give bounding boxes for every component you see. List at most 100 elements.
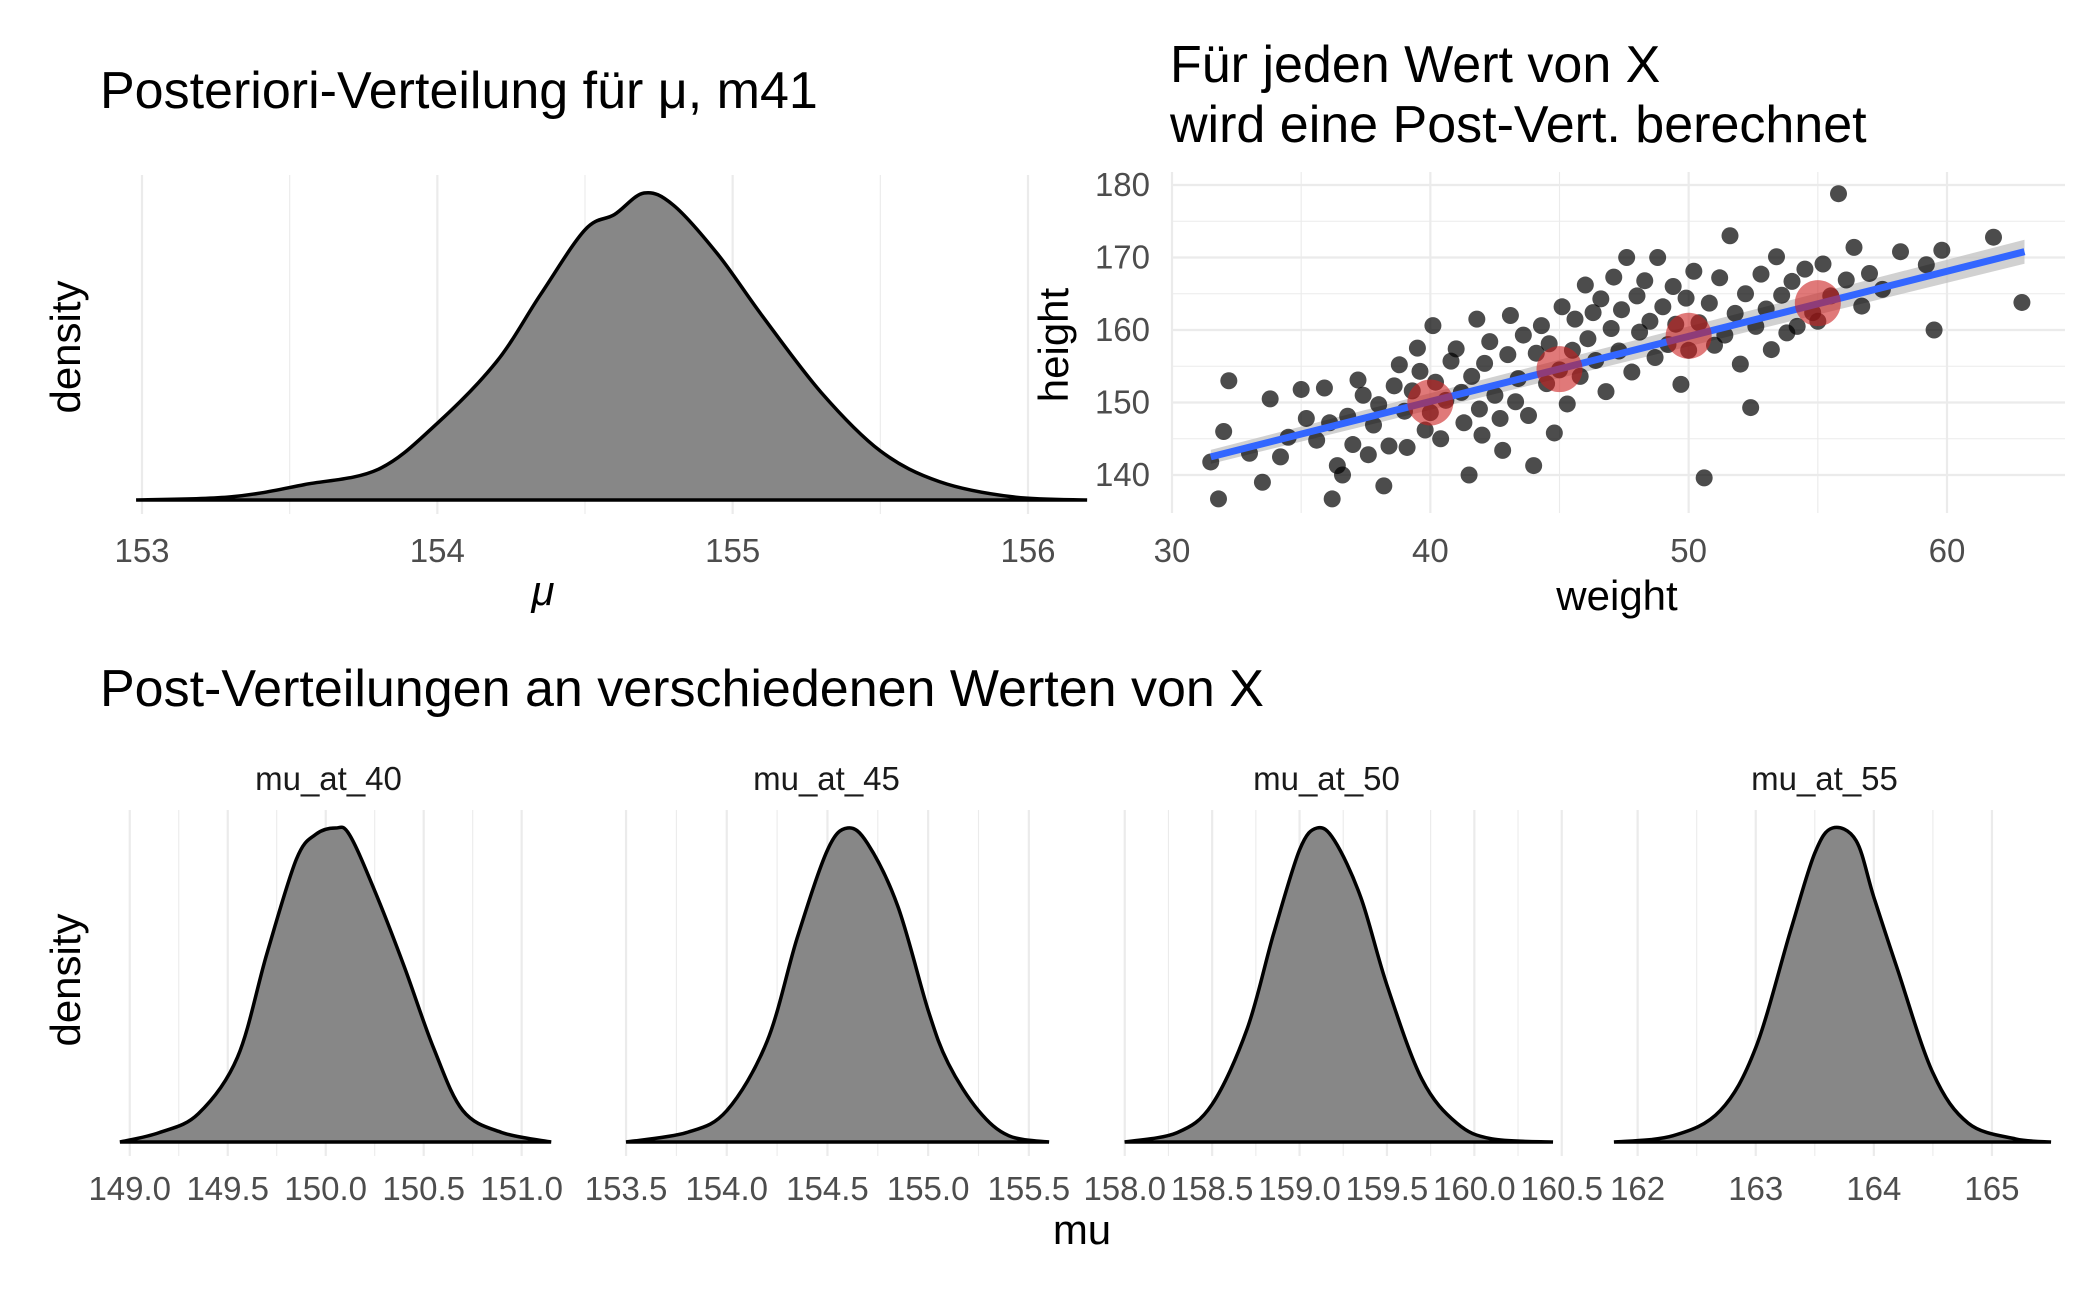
x-tick-label: 40 xyxy=(1412,532,1449,569)
tick-labels: 30 40 50 60 140 150 160 170 180 xyxy=(1095,166,1965,569)
scatter-point xyxy=(1576,276,1594,294)
scatter-point xyxy=(1605,268,1623,286)
x-tick-label: 154.5 xyxy=(786,1170,869,1207)
scatter-point xyxy=(1592,290,1610,308)
scatter-point xyxy=(1359,446,1377,464)
x-tick-label: 160.5 xyxy=(1520,1170,1603,1207)
x-tick-labels: 162 163 164 165 xyxy=(1610,1170,2019,1207)
scatter-point xyxy=(2013,293,2031,311)
y-tick-label: 140 xyxy=(1095,456,1150,493)
density-area xyxy=(1613,825,2052,1144)
y-tick-label: 170 xyxy=(1095,239,1150,276)
x-tick-label: 150.5 xyxy=(382,1170,465,1207)
scatter-point xyxy=(1796,260,1814,278)
scatter-point xyxy=(1553,298,1571,316)
scatter-point xyxy=(1649,249,1667,266)
scatter-point xyxy=(1985,228,2002,246)
facet-strip-label: mu_at_45 xyxy=(753,760,900,797)
scatter-point xyxy=(1711,269,1729,287)
scatter-point xyxy=(1308,431,1326,449)
panel-title: Post-Verteilungen an verschiedenen Werte… xyxy=(100,660,1264,718)
regression-line xyxy=(1209,248,2026,461)
scatter-point xyxy=(1481,333,1499,351)
scatter-point xyxy=(1721,227,1739,245)
scatter-point xyxy=(1654,298,1672,316)
scatter-point xyxy=(1558,395,1576,413)
y-tick-label: 150 xyxy=(1095,384,1150,421)
scatter-point xyxy=(1837,271,1855,289)
scatter-point xyxy=(1297,409,1315,427)
x-tick-label: 60 xyxy=(1929,532,1966,569)
scatter-point xyxy=(1566,310,1584,328)
x-axis-title: weight xyxy=(1555,572,1678,619)
y-tick-label: 180 xyxy=(1095,166,1150,203)
scatter-point xyxy=(1641,312,1659,330)
scatter-point xyxy=(1700,294,1718,312)
y-axis-title: density xyxy=(42,913,89,1046)
scatter-point xyxy=(1726,304,1744,322)
scatter-point xyxy=(1672,375,1690,393)
scatter-point xyxy=(1349,371,1367,389)
scatter-point xyxy=(1597,383,1615,401)
scatter-point xyxy=(1272,448,1289,466)
scatter-point xyxy=(1463,367,1481,385)
highlight-points xyxy=(1407,280,1841,426)
x-tick-label: 162 xyxy=(1610,1170,1665,1207)
scatter-point xyxy=(1584,304,1602,322)
scatter-point xyxy=(1408,339,1426,357)
x-tick-label: 155 xyxy=(705,532,760,569)
scatter-point xyxy=(1773,286,1791,304)
scatter-point xyxy=(1783,272,1801,290)
scatter-point xyxy=(1354,386,1372,404)
facet-mu_at_50: mu_at_50 158.0 158.5 159.0 159.5 160.0 160.5 xyxy=(1083,760,1603,1207)
scatter-point xyxy=(1501,307,1519,324)
scatter-point xyxy=(1220,372,1238,390)
scatter-point xyxy=(1514,326,1532,344)
scatter-point xyxy=(1491,409,1509,427)
scatter-point xyxy=(1892,243,1909,261)
scatter-point xyxy=(1752,265,1770,283)
scatter-point xyxy=(1253,473,1271,491)
x-axis-title: mu xyxy=(1053,1206,1111,1253)
scatter-point xyxy=(1447,340,1465,358)
x-tick-labels: 149.0 149.5 150.0 150.5 151.0 xyxy=(88,1170,563,1207)
scatter-point xyxy=(1685,262,1703,280)
scatter-point xyxy=(1925,321,1943,339)
scatter-point xyxy=(1695,469,1713,487)
density-area xyxy=(136,190,1088,502)
scatter-point xyxy=(1507,393,1525,411)
x-tick-label: 149.0 xyxy=(88,1170,171,1207)
regression-line-path xyxy=(1209,248,2026,461)
highlight-point xyxy=(1536,346,1583,393)
scatter-point xyxy=(1788,317,1806,335)
density-area xyxy=(625,826,1050,1144)
scatter-point xyxy=(1390,356,1408,374)
panel-facets: Post-Verteilungen an verschiedenen Werte… xyxy=(42,660,2052,1253)
x-tick-label: 155.0 xyxy=(887,1170,970,1207)
scatter-point xyxy=(1380,437,1398,455)
x-tick-label: 30 xyxy=(1154,532,1191,569)
scatter-point xyxy=(1210,490,1227,508)
scatter-point xyxy=(1917,256,1935,274)
scatter-point xyxy=(1602,320,1620,338)
facet-strip-label: mu_at_50 xyxy=(1253,760,1400,797)
x-tick-label: 154 xyxy=(410,532,465,569)
x-tick-label: 154.0 xyxy=(685,1170,768,1207)
x-tick-label: 163 xyxy=(1728,1170,1783,1207)
x-tick-label: 159.0 xyxy=(1258,1170,1341,1207)
scatter-point xyxy=(1455,414,1473,432)
scatter-points xyxy=(1202,185,2031,508)
scatter-point xyxy=(1768,248,1785,266)
scatter-point xyxy=(1853,297,1871,315)
scatter-point xyxy=(1323,490,1341,508)
scatter-point xyxy=(1334,466,1351,484)
scatter-point xyxy=(1830,185,1847,203)
facet-strip-label: mu_at_40 xyxy=(255,760,402,797)
scatter-point xyxy=(1344,436,1362,454)
scatter-point xyxy=(1460,466,1478,484)
scatter-point xyxy=(1933,241,1951,259)
x-axis-title: μ xyxy=(530,567,554,614)
